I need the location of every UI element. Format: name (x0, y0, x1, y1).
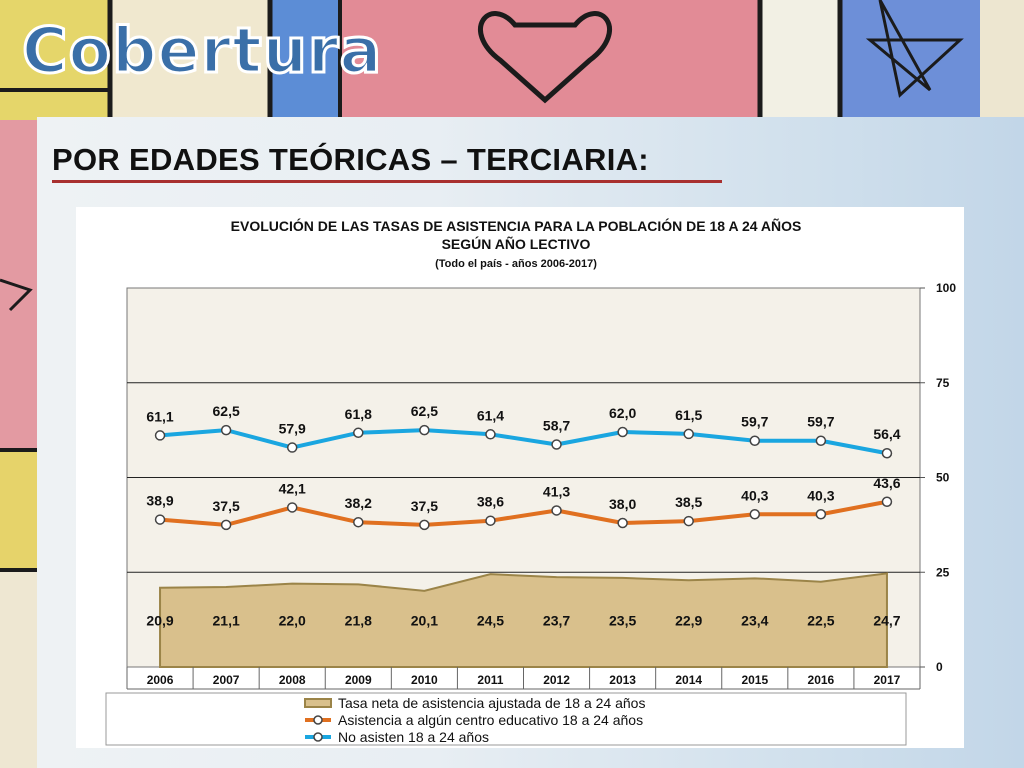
asistencia-series-point (485, 515, 496, 526)
asistencia-series-point (683, 515, 694, 527)
background-artwork-left (0, 120, 40, 768)
data-label-tasa-neta: 23,7 (543, 612, 570, 628)
asistencia-series-point (617, 517, 628, 529)
x-tick-label: 2014 (675, 673, 702, 687)
data-label-tasa-neta: 20,1 (411, 612, 438, 628)
legend-entry: Tasa neta de asistencia ajustada de 18 a… (338, 695, 645, 711)
legend-marker-asistencia (313, 715, 323, 725)
legend-entry: No asisten 18 a 24 años (338, 729, 489, 745)
data-label-tasa-neta: 23,5 (609, 612, 636, 628)
no-asisten-series-point (154, 430, 166, 441)
chart-subtitle: (Todo el país - años 2006-2017) (435, 258, 597, 270)
y-tick-label: 100 (936, 281, 956, 295)
asistencia-series-data-label: 38,0 (609, 496, 636, 512)
x-tick-label: 2010 (411, 673, 438, 687)
no-asisten-series-point (815, 435, 827, 446)
area-series-tasa-neta (159, 572, 888, 668)
x-tick-label: 2011 (477, 673, 503, 687)
legend-marker-no-asisten (313, 732, 323, 742)
data-label-tasa-neta: 21,1 (213, 612, 240, 628)
no-asisten-series-point (749, 435, 761, 446)
section-heading: POR EDADES TEÓRICAS – TERCIARIA: (52, 142, 649, 177)
no-asisten-series-data-label: 56,4 (873, 426, 900, 442)
asistencia-series-point (815, 509, 827, 520)
no-asisten-series-data-label: 57,9 (279, 421, 306, 437)
asistencia-series-point (286, 502, 298, 513)
no-asisten-series-data-label: 61,5 (675, 407, 702, 423)
asistencia-series-point (220, 519, 232, 531)
no-asisten-series-point (551, 439, 562, 450)
legend-entry: Asistencia a algún centro educativo 18 a… (338, 712, 643, 728)
no-asisten-series-point (419, 424, 430, 436)
slide-title: Cobertura (20, 14, 383, 87)
data-label-tasa-neta: 21,8 (345, 612, 372, 628)
no-asisten-series-point (485, 429, 496, 440)
heading-underline (52, 180, 722, 183)
no-asisten-series-line (159, 428, 888, 456)
data-label-tasa-neta: 22,5 (807, 612, 834, 628)
data-label-tasa-neta: 20,9 (146, 612, 173, 628)
data-label-tasa-neta: 24,7 (873, 612, 900, 628)
x-tick-label: 2016 (808, 673, 835, 687)
attendance-chart: EVOLUCIÓN DE LAS TASAS DE ASISTENCIA PAR… (105, 217, 956, 746)
x-tick-label: 2006 (147, 673, 174, 687)
y-tick-label: 50 (936, 471, 950, 485)
asistencia-series-data-label: 43,6 (873, 475, 900, 491)
no-asisten-series-point (353, 427, 364, 439)
asistencia-series-data-label: 42,1 (279, 480, 306, 496)
asistencia-series-point (419, 519, 430, 531)
x-tick-label: 2013 (609, 673, 636, 687)
no-asisten-series-data-label: 61,4 (477, 407, 504, 423)
data-label-tasa-neta: 22,9 (675, 612, 702, 628)
legend-swatch-tasa-neta (304, 698, 332, 708)
asistencia-series-point (353, 516, 364, 528)
y-tick-label: 0 (936, 660, 943, 674)
asistencia-series-point (749, 509, 761, 520)
asistencia-series-point (154, 514, 166, 525)
no-asisten-series-data-label: 59,7 (741, 414, 768, 430)
asistencia-series-line (159, 499, 888, 527)
asistencia-series-data-label: 38,2 (345, 495, 372, 511)
y-tick-label: 25 (936, 565, 950, 579)
asistencia-series-data-label: 37,5 (213, 498, 240, 514)
no-asisten-series-data-label: 61,1 (146, 408, 173, 424)
asistencia-series-data-label: 40,3 (807, 487, 834, 503)
data-label-tasa-neta: 24,5 (477, 612, 504, 628)
x-tick-label: 2015 (741, 673, 768, 687)
no-asisten-series-data-label: 62,5 (411, 403, 438, 419)
asistencia-series-data-label: 38,9 (146, 493, 173, 509)
data-label-tasa-neta: 23,4 (741, 612, 768, 628)
no-asisten-series-point (881, 447, 893, 459)
legend-box (105, 692, 907, 746)
chart-title: EVOLUCIÓN DE LAS TASAS DE ASISTENCIA PAR… (231, 217, 802, 234)
no-asisten-series-data-label: 62,5 (213, 403, 240, 419)
asistencia-series-data-label: 41,3 (543, 483, 570, 499)
no-asisten-series-data-label: 61,8 (345, 406, 372, 422)
no-asisten-series-point (617, 426, 628, 438)
chart-panel: EVOLUCIÓN DE LAS TASAS DE ASISTENCIA PAR… (76, 207, 964, 748)
no-asisten-series-point (683, 428, 694, 440)
no-asisten-series-data-label: 59,7 (807, 414, 834, 430)
no-asisten-series-data-label: 62,0 (609, 405, 636, 421)
no-asisten-series-point (220, 424, 232, 436)
x-tick-label: 2017 (874, 673, 901, 687)
asistencia-series-point (881, 496, 893, 508)
x-tick-label: 2012 (543, 673, 570, 687)
asistencia-series-data-label: 40,3 (741, 487, 768, 503)
asistencia-series-data-label: 38,5 (675, 494, 702, 510)
data-label-tasa-neta: 22,0 (279, 612, 306, 628)
asistencia-series-data-label: 38,6 (477, 494, 504, 510)
x-tick-label: 2008 (279, 673, 306, 687)
background-artwork (0, 0, 1024, 120)
no-asisten-series-point (286, 442, 298, 453)
asistencia-series-point (551, 505, 562, 516)
no-asisten-series-data-label: 58,7 (543, 418, 570, 434)
x-tick-label: 2007 (213, 673, 240, 687)
chart-title-line2: SEGÚN AÑO LECTIVO (442, 235, 591, 252)
asistencia-series-data-label: 37,5 (411, 498, 438, 514)
x-tick-label: 2009 (345, 673, 372, 687)
y-tick-label: 75 (936, 376, 950, 390)
